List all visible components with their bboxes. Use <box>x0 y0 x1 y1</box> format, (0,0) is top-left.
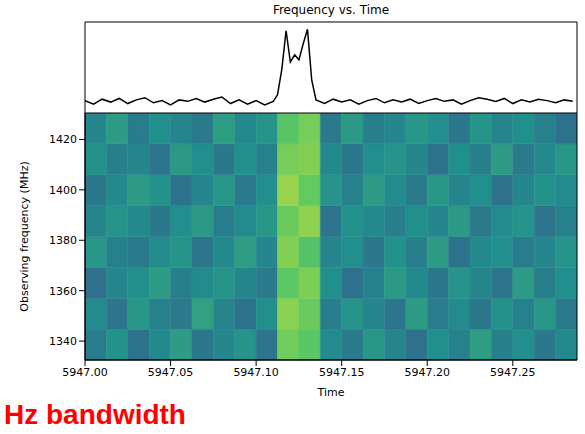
svg-text:5947.10: 5947.10 <box>233 366 279 379</box>
svg-text:5947.20: 5947.20 <box>405 366 451 379</box>
svg-text:Observing frequency (MHz): Observing frequency (MHz) <box>18 161 31 311</box>
html-text:Hz bandwidth: Hz bandwidth <box>4 399 186 430</box>
svg-text:5947.05: 5947.05 <box>148 366 194 379</box>
svg-text:1400: 1400 <box>49 184 77 197</box>
svg-text:5947.25: 5947.25 <box>490 366 536 379</box>
svg-text:5947.15: 5947.15 <box>319 366 365 379</box>
svg-text:Time: Time <box>317 386 345 399</box>
html-text:Frequency vs. Time: Frequency vs. Time <box>272 3 390 17</box>
svg-text:1420: 1420 <box>49 133 77 146</box>
svg-text:5947.00: 5947.00 <box>62 366 108 379</box>
svg-text:1380: 1380 <box>49 234 77 247</box>
svg-text:1340: 1340 <box>49 335 77 348</box>
svg-text:1360: 1360 <box>49 285 77 298</box>
